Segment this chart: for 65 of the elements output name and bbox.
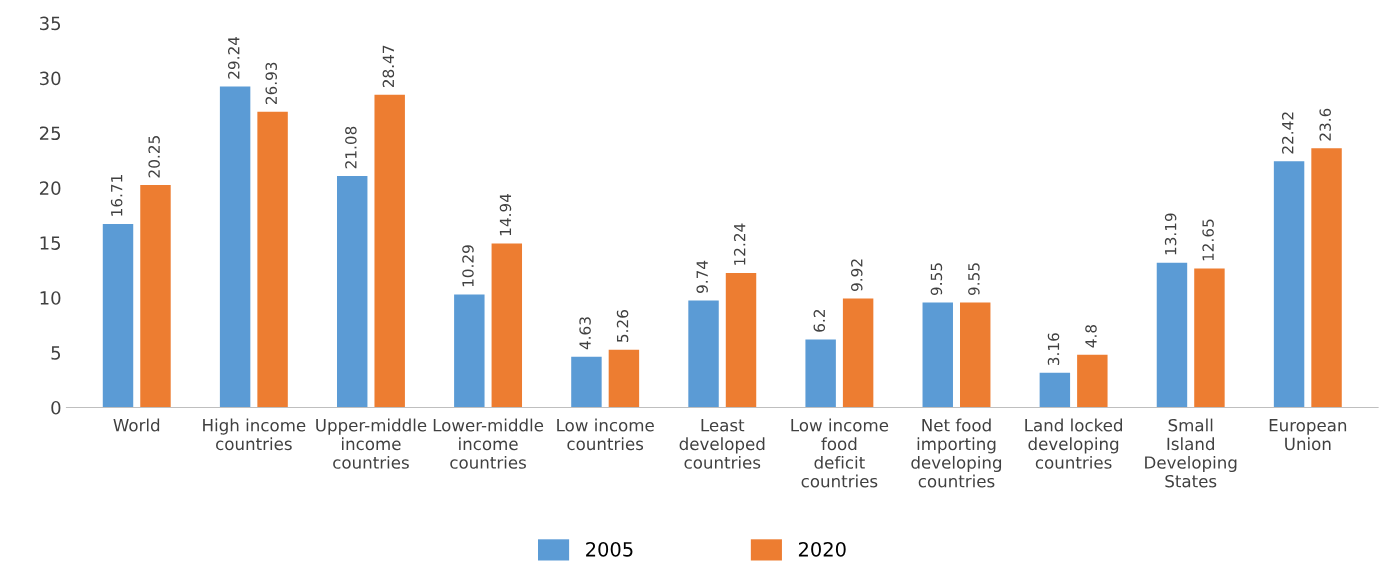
data-label: 12.65: [1202, 219, 1214, 261]
legend-label: 2005: [586, 541, 633, 557]
data-label: 22.42: [1281, 112, 1294, 154]
bar: [805, 339, 836, 408]
legend-label: 2020: [798, 541, 846, 557]
x-tick-label: Least developed countries: [679, 419, 765, 469]
x-tick-label: Upper-middle income countries: [316, 418, 427, 469]
bar: [219, 86, 251, 408]
bar: [140, 185, 171, 408]
data-label: 21.08: [345, 126, 357, 169]
data-label: 9.55: [930, 263, 943, 296]
x-tick-label: Net food importing developing countries: [911, 418, 1002, 488]
y-tick-label: 20: [39, 181, 61, 195]
bar: [102, 223, 134, 408]
bar: [608, 349, 640, 408]
bar: [1039, 372, 1071, 408]
y-tick-label: 15: [40, 236, 61, 250]
bar: [922, 302, 953, 408]
bar: [842, 298, 874, 408]
data-label: 10.29: [462, 245, 474, 287]
bar: [374, 94, 405, 408]
y-tick-label: 10: [40, 291, 61, 305]
x-tick-label: World: [113, 418, 160, 432]
y-tick-label: 30: [40, 71, 61, 86]
data-label: 4.63: [579, 317, 591, 350]
bar: [454, 294, 485, 408]
data-label: 13.19: [1164, 213, 1177, 255]
x-tick-label: Low income countries: [557, 418, 654, 451]
data-label: 16.71: [110, 175, 123, 216]
bar: [725, 273, 757, 408]
bar: [571, 356, 602, 408]
y-tick-label: 0: [51, 400, 61, 415]
bar: [1194, 268, 1225, 408]
data-label: 23.6: [1319, 108, 1331, 141]
data-label: 12.24: [733, 223, 746, 265]
y-tick-label: 25: [39, 126, 61, 141]
bar: [1273, 161, 1305, 408]
bar: [1077, 354, 1108, 408]
data-label: 3.16: [1047, 333, 1060, 366]
bar: [688, 300, 719, 408]
bar: [491, 243, 523, 408]
data-label: 9.74: [696, 260, 708, 293]
bar: [337, 175, 368, 408]
data-label: 9.92: [851, 259, 863, 291]
bar: [1156, 262, 1188, 408]
y-tick-label: 5: [51, 346, 61, 360]
x-tick-label: High income countries: [203, 418, 306, 451]
bar: [1311, 148, 1342, 408]
data-label: 20.25: [148, 136, 160, 178]
x-tick-label: European Union: [1269, 419, 1347, 451]
x-tick-label: Low income food deficit countries: [791, 418, 889, 488]
data-label: 28.47: [382, 45, 395, 88]
data-label: 6.2: [813, 310, 826, 332]
bar: [257, 111, 288, 408]
data-label: 29.24: [227, 36, 240, 79]
bar: [960, 302, 991, 408]
data-label: 4.8: [1085, 324, 1097, 348]
data-label: 14.94: [499, 193, 512, 236]
y-tick-label: 35: [40, 16, 61, 31]
x-tick-label: Small Island Developing States: [1145, 418, 1237, 488]
x-tick-label: Lower-middle income countries: [433, 418, 544, 469]
data-label: 26.93: [265, 62, 278, 105]
data-label: 9.55: [968, 263, 980, 296]
data-label: 5.26: [616, 310, 629, 342]
x-tick-label: Land locked developing countries: [1025, 418, 1122, 469]
